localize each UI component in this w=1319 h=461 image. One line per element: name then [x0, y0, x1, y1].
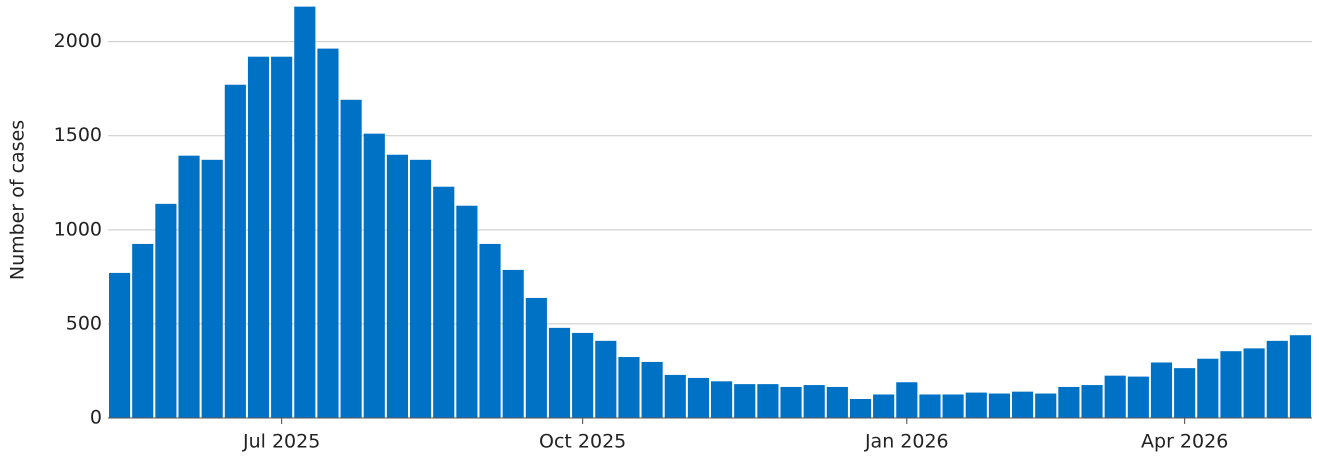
bar — [155, 203, 177, 418]
bar — [803, 385, 825, 418]
bar — [1220, 351, 1242, 418]
bar — [1035, 393, 1057, 418]
y-tick-label: 500 — [66, 312, 102, 334]
bar — [1150, 362, 1173, 418]
bar — [965, 392, 987, 418]
bar — [687, 377, 709, 418]
bar — [410, 159, 432, 418]
bar — [734, 384, 756, 418]
bar — [988, 393, 1010, 418]
bar — [1289, 335, 1311, 418]
bar — [942, 394, 964, 418]
bar — [178, 155, 200, 418]
y-tick-label: 1500 — [54, 124, 102, 146]
bar — [294, 6, 316, 418]
bar — [618, 357, 640, 418]
bar — [525, 297, 547, 418]
bar — [340, 99, 362, 418]
bar — [780, 386, 802, 418]
x-tick-label: Apr 2026 — [1141, 431, 1228, 453]
bar — [1012, 391, 1034, 418]
bar — [1104, 375, 1126, 418]
y-axis-label: Number of cases — [7, 120, 29, 280]
bar — [826, 386, 848, 418]
bar — [456, 205, 478, 418]
bar — [1266, 340, 1288, 418]
x-tick-label: Oct 2025 — [539, 431, 626, 453]
bar — [132, 243, 154, 418]
bar — [757, 384, 779, 418]
bar — [896, 382, 918, 418]
bar — [664, 374, 686, 418]
x-tick-label: Jan 2026 — [864, 431, 949, 453]
y-tick-label: 0 — [90, 407, 102, 429]
bar — [363, 133, 385, 418]
bar — [849, 398, 872, 418]
x-tick-label: Jul 2025 — [242, 431, 320, 453]
bar — [711, 381, 733, 418]
bar — [873, 394, 895, 418]
bar — [1243, 348, 1265, 418]
bar — [919, 394, 941, 418]
bar — [641, 361, 663, 418]
bar — [433, 186, 455, 418]
bar — [201, 159, 223, 418]
y-tick-label: 1000 — [54, 218, 102, 240]
bar — [595, 340, 617, 418]
bar — [502, 269, 524, 418]
bar — [1127, 376, 1149, 418]
bar — [1081, 385, 1103, 418]
bar — [479, 243, 501, 418]
bar — [247, 56, 270, 418]
bar — [1058, 386, 1080, 418]
bar — [271, 56, 293, 418]
bar — [224, 84, 246, 418]
bar — [1174, 368, 1196, 418]
y-tick-label: 2000 — [54, 30, 102, 52]
bar — [386, 154, 408, 418]
bar — [572, 332, 594, 418]
bar — [317, 48, 339, 418]
bar — [548, 327, 571, 418]
bar — [109, 272, 131, 418]
bar — [1197, 358, 1219, 418]
